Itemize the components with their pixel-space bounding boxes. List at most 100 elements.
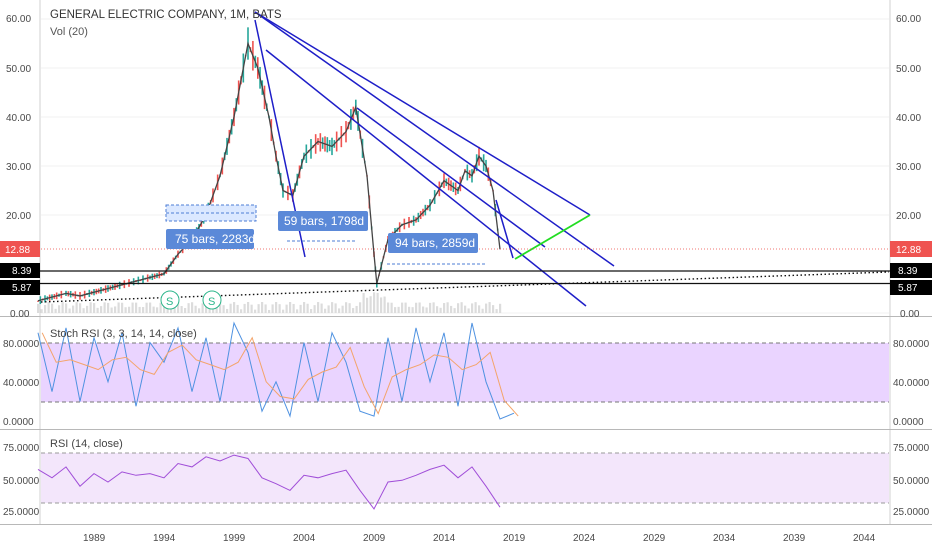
level-tag-2-left: 5.87	[0, 280, 40, 295]
left-rsi-25: 25.0000	[3, 507, 40, 518]
volume-bar	[488, 302, 491, 313]
range-annotation-3[interactable]: 94 bars, 2859d	[387, 233, 487, 265]
volume-bar	[429, 302, 432, 313]
volume-bar	[282, 309, 285, 313]
volume-bar	[345, 302, 348, 313]
volume-bar	[243, 303, 246, 313]
volume-bar	[93, 303, 96, 313]
trendline-1[interactable]	[254, 11, 591, 216]
trendline-5[interactable]	[356, 107, 546, 248]
volume-bar	[247, 302, 250, 313]
volume-bar	[362, 293, 365, 313]
time-label-1989: 1989	[83, 533, 106, 544]
volume-bar	[261, 302, 264, 313]
svg-text:8.39: 8.39	[12, 266, 32, 277]
svg-text:8.39: 8.39	[898, 266, 918, 277]
trendline-6[interactable]	[495, 199, 514, 259]
volume-bar	[492, 305, 495, 313]
time-label-1999: 1999	[223, 533, 246, 544]
trendline-3[interactable]	[265, 49, 587, 307]
volume-bar	[47, 302, 50, 313]
chart-title: GENERAL ELECTRIC COMPANY, 1M, BATS	[50, 9, 282, 21]
volume-bar	[464, 305, 467, 313]
volume-bar	[397, 306, 400, 313]
volume-bar	[404, 302, 407, 313]
volume-bar	[233, 302, 236, 313]
volume-bar	[390, 302, 393, 313]
long-term-trendline[interactable]	[40, 271, 890, 303]
volume-bars	[37, 292, 502, 313]
volume-bar	[292, 303, 295, 313]
volume-bar	[257, 304, 260, 313]
volume-bar	[212, 308, 215, 313]
split-marker-1[interactable]: S	[160, 290, 180, 310]
volume-bar	[117, 302, 120, 313]
volume-bar	[443, 303, 446, 313]
svg-text:12.88: 12.88	[896, 245, 921, 256]
left-tick-60: 60.00	[6, 14, 31, 25]
volume-bar	[313, 305, 316, 313]
volume-bar	[82, 308, 85, 313]
volume-bar	[278, 304, 281, 313]
split-marker-2[interactable]: S	[202, 290, 222, 310]
rsi-line	[37, 454, 501, 510]
left-price-axis[interactable]: 60.00 50.00 40.00 30.00 20.00 0.00 80.00…	[3, 14, 40, 518]
right-tick-30: 30.00	[896, 162, 921, 173]
time-label-2019: 2019	[503, 533, 526, 544]
volume-bar	[128, 306, 131, 313]
last-price-tag-right: 12.88	[890, 241, 932, 257]
volume-bar	[75, 302, 78, 313]
volume-bar	[152, 306, 155, 313]
svg-text:12.88: 12.88	[5, 245, 30, 256]
rsi-legend: RSI (14, close)	[50, 438, 123, 450]
volume-legend: Vol (20)	[50, 26, 88, 38]
stoch-band	[41, 343, 889, 402]
volume-bar	[166, 306, 169, 313]
right-tick-20: 20.00	[896, 211, 921, 222]
time-axis[interactable]: 1989 1994 1999 2004 2009 2014 2019 2024 2029 2034…	[83, 533, 876, 544]
svg-text:S: S	[166, 296, 173, 308]
volume-bar	[289, 302, 292, 313]
volume-bar	[54, 308, 57, 313]
left-stoch-40: 40.0000	[3, 378, 40, 389]
volume-bar	[436, 306, 439, 313]
volume-bar	[124, 307, 127, 313]
volume-bar	[355, 305, 358, 313]
range-annotation-2[interactable]: 59 bars, 1798d	[278, 211, 368, 242]
volume-bar	[191, 302, 194, 313]
trend-lines[interactable]	[254, 11, 615, 307]
volume-bar	[254, 309, 257, 313]
volume-bar	[37, 303, 40, 313]
volume-bar	[373, 292, 376, 313]
level-tag-1-right: 8.39	[890, 263, 932, 278]
volume-bar	[205, 302, 208, 313]
right-price-axis[interactable]: 60.00 50.00 40.00 30.00 20.00 0.00 80.00…	[893, 14, 930, 518]
volume-bar	[499, 303, 502, 313]
volume-bar	[303, 302, 306, 313]
time-label-2009: 2009	[363, 533, 386, 544]
stoch-rsi-k-line	[37, 321, 515, 420]
volume-bar	[219, 302, 222, 313]
left-tick-40: 40.00	[6, 113, 31, 124]
volume-bar	[467, 308, 470, 313]
volume-bar	[324, 308, 327, 313]
projection-line[interactable]	[514, 214, 591, 260]
time-label-2044: 2044	[853, 533, 876, 544]
volume-bar	[114, 306, 117, 313]
volume-bar	[275, 302, 278, 313]
volume-bar	[474, 302, 477, 313]
volume-bar	[149, 302, 152, 313]
trendline-2[interactable]	[254, 11, 615, 267]
volume-bar	[334, 303, 337, 313]
volume-bar	[208, 305, 211, 313]
range-annotation-1[interactable]: 75 bars, 2283d	[165, 204, 257, 249]
left-stoch-0: 0.0000	[3, 417, 34, 428]
volume-bar	[170, 307, 173, 313]
volume-bar	[187, 303, 190, 313]
volume-bar	[198, 308, 201, 313]
time-label-2039: 2039	[783, 533, 806, 544]
volume-bar	[110, 307, 113, 313]
volume-bar	[317, 302, 320, 313]
volume-bar	[103, 302, 106, 313]
